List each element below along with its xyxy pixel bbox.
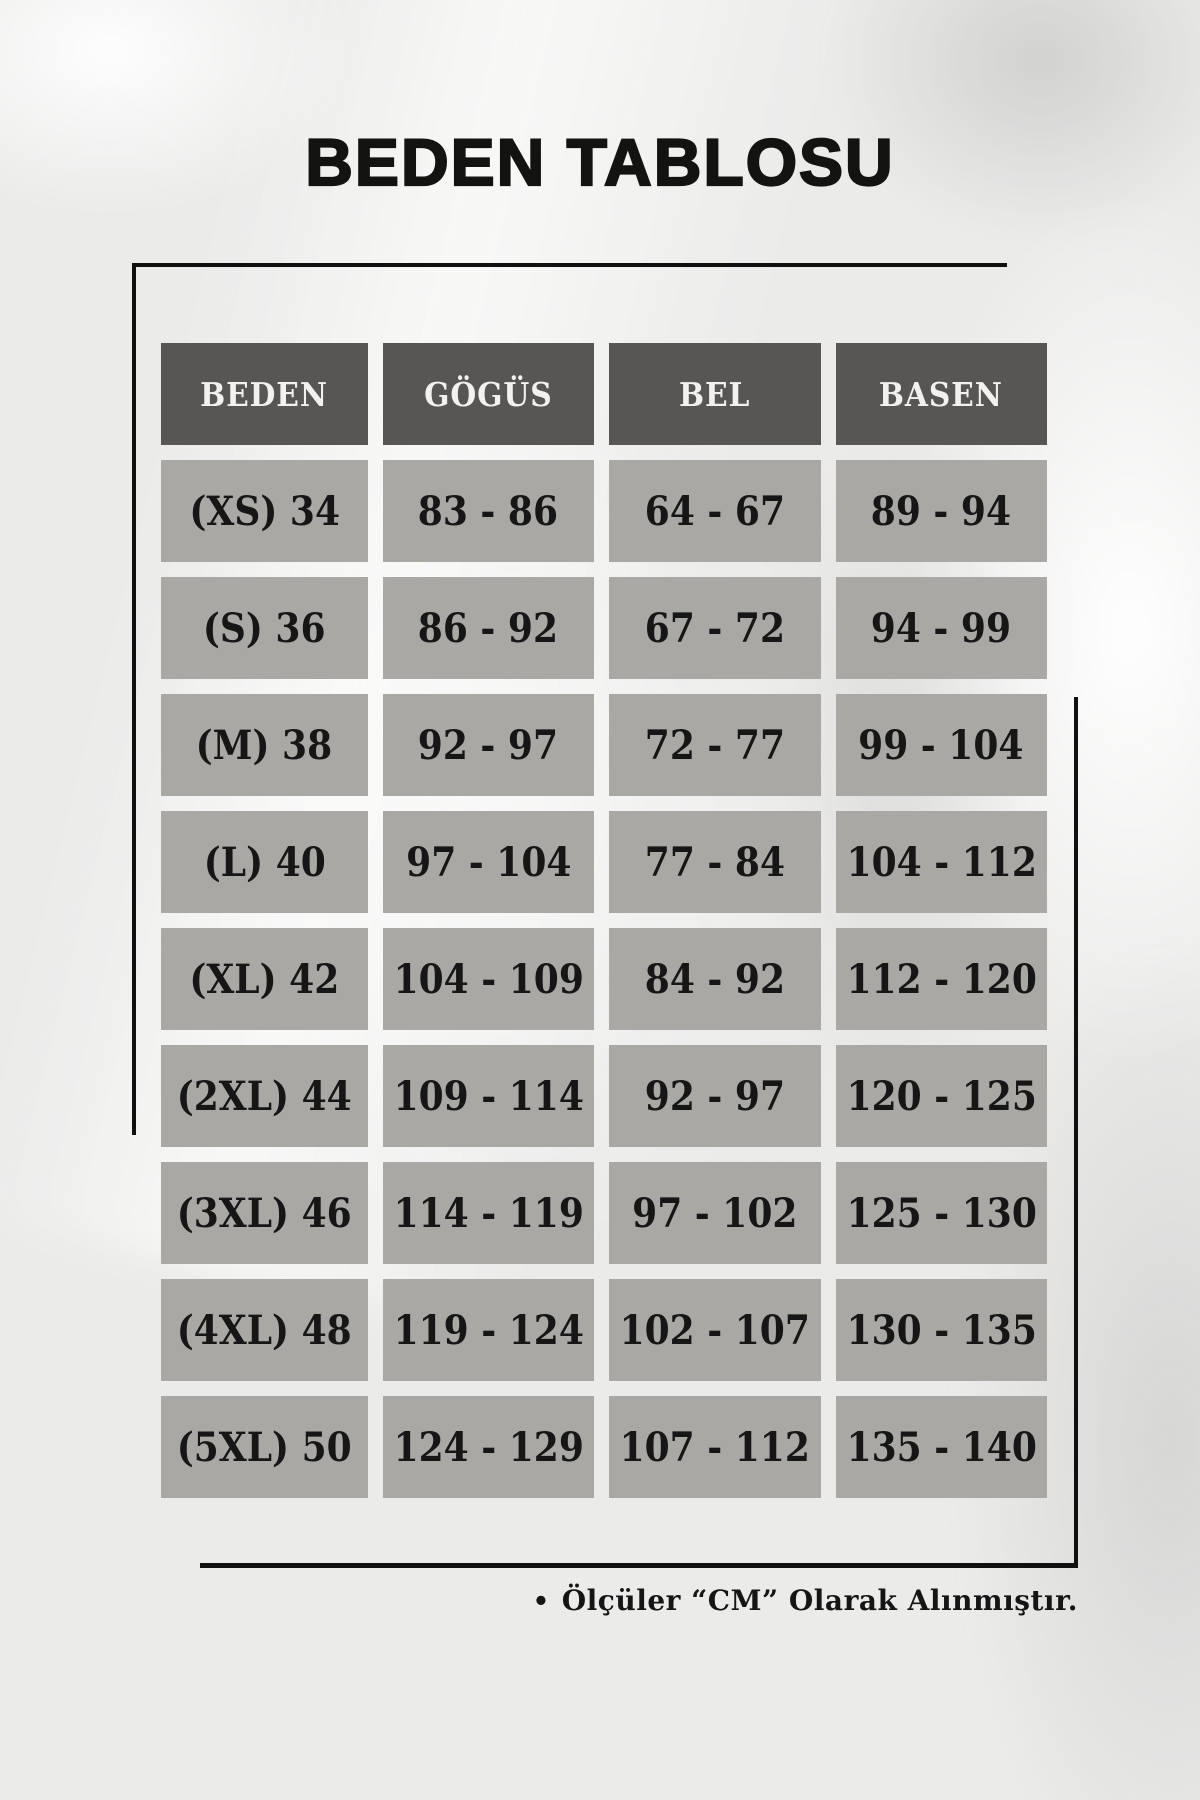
table-cell-waist: 102 - 107 xyxy=(609,1279,821,1381)
column-header-bel: BEL xyxy=(609,343,821,445)
table-cell-size: (S) 36 xyxy=(161,577,368,679)
frame-line-bottom xyxy=(200,1563,1078,1568)
table-cell-hip: 130 - 135 xyxy=(835,1279,1047,1381)
table-cell-chest: 114 - 119 xyxy=(382,1162,595,1264)
measurement-note: • Ölçüler “CM” Olarak Alınmıştır. xyxy=(0,1584,1078,1617)
table-cell-hip: 112 - 120 xyxy=(835,928,1047,1030)
table-cell-hip: 99 - 104 xyxy=(835,694,1047,796)
table-cell-waist: 92 - 97 xyxy=(609,1045,821,1147)
table-cell-chest: 92 - 97 xyxy=(382,694,595,796)
table-cell-chest: 104 - 109 xyxy=(382,928,595,1030)
table-cell-hip: 125 - 130 xyxy=(835,1162,1047,1264)
table-cell-chest: 86 - 92 xyxy=(382,577,595,679)
table-cell-waist: 77 - 84 xyxy=(609,811,821,913)
table-cell-size: (L) 40 xyxy=(161,811,368,913)
table-cell-hip: 104 - 112 xyxy=(835,811,1047,913)
background-silhouette xyxy=(830,0,1200,240)
table-cell-waist: 84 - 92 xyxy=(609,928,821,1030)
table-cell-size: (M) 38 xyxy=(161,694,368,796)
table-cell-size: (3XL) 46 xyxy=(161,1162,368,1264)
table-cell-hip: 135 - 140 xyxy=(835,1396,1047,1498)
table-cell-chest: 124 - 129 xyxy=(382,1396,595,1498)
column-header-beden: BEDEN xyxy=(161,343,368,445)
table-cell-size: (4XL) 48 xyxy=(161,1279,368,1381)
table-cell-waist: 97 - 102 xyxy=(609,1162,821,1264)
column-header-basen: BASEN xyxy=(835,343,1047,445)
table-cell-hip: 94 - 99 xyxy=(835,577,1047,679)
frame-line-right xyxy=(1074,697,1078,1568)
table-cell-chest: 109 - 114 xyxy=(382,1045,595,1147)
column-header-gogus: GÖGÜS xyxy=(382,343,595,445)
table-cell-size: (5XL) 50 xyxy=(161,1396,368,1498)
table-cell-chest: 119 - 124 xyxy=(382,1279,595,1381)
table-cell-size: (2XL) 44 xyxy=(161,1045,368,1147)
frame-line-top xyxy=(132,263,1007,267)
frame-line-left xyxy=(132,263,136,1135)
footer-note-text: Ölçüler “CM” Olarak Alınmıştır. xyxy=(561,1584,1078,1617)
table-cell-size: (XS) 34 xyxy=(161,460,368,562)
footer-bullet: • xyxy=(532,1587,550,1617)
table-cell-hip: 89 - 94 xyxy=(835,460,1047,562)
table-cell-waist: 72 - 77 xyxy=(609,694,821,796)
table-cell-chest: 97 - 104 xyxy=(382,811,595,913)
table-cell-size: (XL) 42 xyxy=(161,928,368,1030)
table-cell-chest: 83 - 86 xyxy=(382,460,595,562)
table-cell-hip: 120 - 125 xyxy=(835,1045,1047,1147)
size-table: BEDEN GÖGÜS BEL BASEN (XS) 34 83 - 86 64… xyxy=(161,343,1047,1498)
table-cell-waist: 64 - 67 xyxy=(609,460,821,562)
table-cell-waist: 67 - 72 xyxy=(609,577,821,679)
table-cell-waist: 107 - 112 xyxy=(609,1396,821,1498)
page-title: BEDEN TABLOSU xyxy=(304,124,895,200)
